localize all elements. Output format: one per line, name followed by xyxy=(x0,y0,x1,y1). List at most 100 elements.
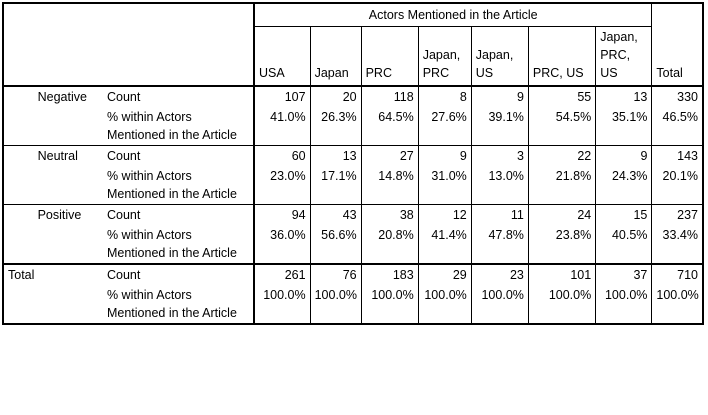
pct-cell: 41.4% xyxy=(417,225,472,264)
count-cell: 9 xyxy=(595,145,652,166)
crosstab-table: Actors Mentioned in the Article Total US… xyxy=(2,2,704,325)
count-cell: 76 xyxy=(309,263,362,285)
pct-label: % within Actors Mentioned in the Article xyxy=(106,228,237,260)
row-spacer xyxy=(3,145,34,205)
count-cell: 710 xyxy=(651,263,703,285)
pct-cell: 26.3% xyxy=(309,107,362,146)
pct-cell: 21.8% xyxy=(527,166,596,205)
pct-cell: 13.0% xyxy=(470,166,529,205)
count-cell: 101 xyxy=(527,263,596,285)
count-cell: 9 xyxy=(470,85,529,107)
count-cell: 43 xyxy=(309,204,362,225)
pct-cell: 46.5% xyxy=(651,107,703,146)
pct-cell: 100.0% xyxy=(651,285,703,324)
table-row: % within Actors Mentioned in the Article… xyxy=(3,225,703,264)
count-cell: 330 xyxy=(651,85,703,107)
count-cell: 143 xyxy=(651,145,703,166)
pct-cell: 35.1% xyxy=(595,107,652,146)
header-col-japan-us: Japan, US xyxy=(470,26,529,86)
header-col-total: Total xyxy=(651,3,703,86)
count-cell: 11 xyxy=(470,204,529,225)
count-cell: 183 xyxy=(360,263,419,285)
table-row-total: Total Count 261 76 183 29 23 101 37 710 xyxy=(3,263,703,324)
count-cell: 20 xyxy=(309,85,362,107)
row-group-label: Negative xyxy=(33,85,103,146)
row-group-label: Positive xyxy=(33,204,103,264)
header-col-japan-prc: Japan, PRC xyxy=(417,26,472,86)
count-cell: 12 xyxy=(417,204,472,225)
count-cell: 38 xyxy=(360,204,419,225)
count-cell: 55 xyxy=(527,85,596,107)
count-label: Count xyxy=(102,85,254,107)
table-row: % within Actors Mentioned in the Article… xyxy=(3,166,703,205)
header-col-usa: USA xyxy=(252,26,311,86)
pct-cell: 20.8% xyxy=(360,225,419,264)
pct-cell: 100.0% xyxy=(595,285,652,324)
count-cell: 9 xyxy=(417,145,472,166)
header-corner xyxy=(3,3,254,86)
count-cell: 29 xyxy=(417,263,472,285)
pct-label: % within Actors Mentioned in the Article xyxy=(106,110,237,142)
count-cell: 261 xyxy=(252,263,311,285)
pct-cell: 14.8% xyxy=(360,166,419,205)
count-label: Count xyxy=(102,263,254,285)
pct-cell: 100.0% xyxy=(470,285,529,324)
header-row-columns: USA Japan PRC Japan, PRC Japan, US PRC, US… xyxy=(3,26,703,86)
count-cell: 37 xyxy=(595,263,652,285)
table-row: Neutral Count 60 13 27 9 3 22 9 143 xyxy=(3,145,703,205)
pct-cell: 100.0% xyxy=(527,285,596,324)
pct-cell: 100.0% xyxy=(309,285,362,324)
header-col-japan: Japan xyxy=(309,26,362,86)
count-cell: 60 xyxy=(252,145,311,166)
pct-cell: 31.0% xyxy=(417,166,472,205)
pct-cell: 47.8% xyxy=(470,225,529,264)
header-col-prc-us: PRC, US xyxy=(527,26,596,86)
header-col-prc: PRC xyxy=(360,26,419,86)
pct-cell: 100.0% xyxy=(252,285,311,324)
pct-cell: 64.5% xyxy=(360,107,419,146)
count-cell: 13 xyxy=(595,85,652,107)
count-cell: 8 xyxy=(417,85,472,107)
table-row-total: % within Actors Mentioned in the Article… xyxy=(3,285,703,324)
pct-cell: 56.6% xyxy=(309,225,362,264)
count-cell: 24 xyxy=(527,204,596,225)
count-cell: 23 xyxy=(470,263,529,285)
pct-cell: 23.0% xyxy=(252,166,311,205)
total-label: Total xyxy=(3,263,103,324)
count-cell: 237 xyxy=(651,204,703,225)
pct-label: % within Actors Mentioned in the Article xyxy=(106,169,237,201)
row-spacer xyxy=(3,85,34,146)
header-row-super: Actors Mentioned in the Article Total xyxy=(3,3,703,86)
pct-cell: 33.4% xyxy=(651,225,703,264)
count-cell: 94 xyxy=(252,204,311,225)
crosstab-container: Actors Mentioned in the Article Total US… xyxy=(2,2,704,325)
pct-cell: 40.5% xyxy=(595,225,652,264)
count-label: Count xyxy=(102,145,254,166)
pct-cell: 41.0% xyxy=(252,107,311,146)
pct-cell: 100.0% xyxy=(360,285,419,324)
pct-cell: 20.1% xyxy=(651,166,703,205)
table-row: % within Actors Mentioned in the Article… xyxy=(3,107,703,146)
pct-cell: 36.0% xyxy=(252,225,311,264)
row-spacer xyxy=(3,204,34,264)
pct-label: % within Actors Mentioned in the Article xyxy=(106,288,237,320)
pct-cell: 100.0% xyxy=(417,285,472,324)
count-cell: 107 xyxy=(252,85,311,107)
row-group-label: Neutral xyxy=(33,145,103,205)
pct-cell: 17.1% xyxy=(309,166,362,205)
pct-cell: 39.1% xyxy=(470,107,529,146)
count-cell: 3 xyxy=(470,145,529,166)
header-col-japan-prc-us: Japan, PRC, US xyxy=(595,26,652,86)
count-label: Count xyxy=(102,204,254,225)
count-cell: 15 xyxy=(595,204,652,225)
table-row: Negative Count 107 20 118 8 9 55 13 330 xyxy=(3,85,703,146)
count-cell: 118 xyxy=(360,85,419,107)
count-cell: 22 xyxy=(527,145,596,166)
pct-cell: 24.3% xyxy=(595,166,652,205)
pct-cell: 54.5% xyxy=(527,107,596,146)
header-super-title: Actors Mentioned in the Article xyxy=(252,3,652,27)
pct-cell: 23.8% xyxy=(527,225,596,264)
crosstab-body: Actors Mentioned in the Article Total US… xyxy=(3,3,703,324)
table-row: Positive Count 94 43 38 12 11 24 15 237 xyxy=(3,204,703,264)
count-cell: 27 xyxy=(360,145,419,166)
